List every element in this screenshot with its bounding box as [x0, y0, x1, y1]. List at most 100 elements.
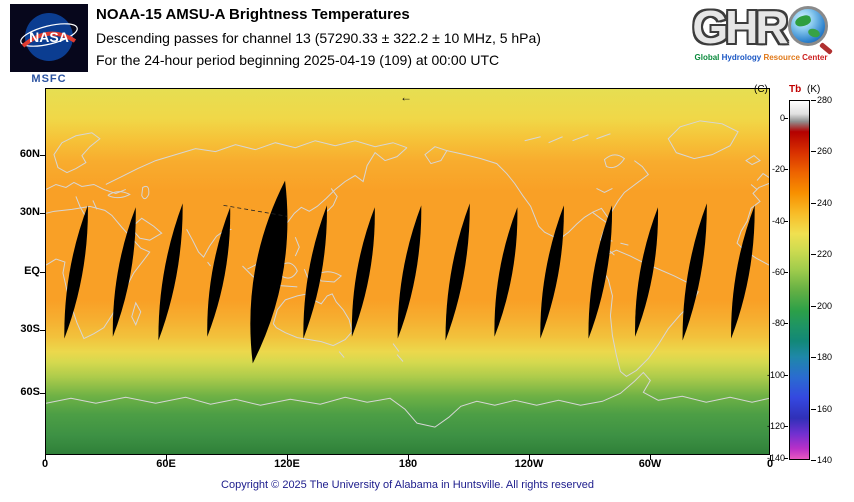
- swath-gap: [303, 205, 327, 339]
- swath-gap: [494, 207, 518, 337]
- colorbar-kelvin-unit: (K): [807, 84, 821, 95]
- colorbar-tick-c: [784, 426, 788, 427]
- x-axis-label: 60W: [638, 458, 662, 470]
- map-plot: ←: [45, 88, 770, 455]
- swath-gap: [112, 207, 136, 337]
- ghrc-tagline-word: Global: [694, 53, 720, 62]
- nasa-logo: NASA MSFC: [10, 4, 88, 85]
- colorbar-celsius-unit: (C): [754, 84, 768, 95]
- y-axis-tick: [40, 213, 45, 214]
- period-subtitle: For the 24-hour period beginning 2025-04…: [96, 52, 500, 68]
- colorbar-tick-label-k: 180: [817, 352, 833, 363]
- x-axis-tick: [770, 455, 771, 460]
- colorbar-tick-k: [811, 100, 816, 101]
- colorbar-tick-k: [811, 357, 816, 359]
- colorbar-tick-c: [784, 458, 788, 459]
- swath-gap: [635, 207, 658, 337]
- x-axis-tick: [650, 455, 651, 460]
- y-axis-tick: [40, 155, 45, 156]
- colorbar-tick-c: [784, 375, 788, 376]
- colorbar-tick-label-c: -80: [771, 318, 785, 328]
- y-axis-tick: [40, 393, 45, 394]
- y-axis-label: 60S: [20, 386, 40, 398]
- x-axis-label: 0: [766, 458, 774, 470]
- colorbar-tick-label-k: 260: [817, 146, 833, 157]
- colorbar-tick-label-c: -140: [766, 453, 785, 463]
- ghrc-letters: GHR: [692, 1, 788, 53]
- colorbar-tick-k: [811, 460, 816, 461]
- x-axis-tick: [529, 455, 530, 460]
- swath-gap: [351, 207, 375, 337]
- colorbar-tick-label-k: 220: [817, 249, 833, 260]
- swath-gap: [682, 203, 707, 341]
- swath-gap: [158, 203, 183, 341]
- nasa-meatball-icon: NASA: [20, 13, 78, 61]
- swath-gap: [445, 203, 470, 341]
- colorbar-tick-label-c: -40: [771, 216, 785, 226]
- swath-gap: [540, 205, 564, 339]
- colorbar-tick-label-k: 280: [817, 95, 833, 105]
- x-axis-label: 120E: [274, 458, 300, 470]
- y-axis-label: EQ: [24, 265, 40, 277]
- colorbar-tick-c: [784, 323, 788, 324]
- orbit-annotation-line: [223, 204, 288, 217]
- x-axis-label: 120W: [514, 458, 544, 470]
- colorbar-tick-k: [811, 254, 816, 256]
- colorbar-tick-label-c: -100: [766, 370, 785, 380]
- colorbar-tick-label-k: 200: [817, 300, 833, 311]
- y-axis-label: 30N: [19, 206, 40, 218]
- start-arrow-icon: ←: [400, 90, 412, 104]
- colorbar-tick-k: [811, 408, 816, 410]
- ghrc-tagline-word: Center: [802, 53, 828, 62]
- swath-gap: [250, 180, 288, 364]
- swath-gap: [64, 205, 88, 339]
- colorbar-tick-k: [811, 202, 816, 204]
- ghrc-globe-icon: [787, 6, 833, 55]
- x-axis-tick: [408, 455, 409, 460]
- swath-gap: [588, 205, 613, 339]
- ghrc-tagline-word: Hydrology: [721, 53, 762, 62]
- colorbar-tick-c: [784, 118, 788, 119]
- swath-gap: [397, 205, 422, 339]
- colorbar: [789, 100, 810, 460]
- colorbar-tick-c: [784, 221, 788, 222]
- copyright-footer: Copyright © 2025 The University of Alaba…: [221, 479, 594, 491]
- globe-icon: [787, 6, 828, 46]
- x-axis-label: 60E: [156, 458, 176, 470]
- colorbar-tick-label-k: 160: [817, 403, 833, 414]
- colorbar-tb-label: Tb: [789, 84, 802, 95]
- colorbar-tick-label-c: -20: [771, 164, 785, 174]
- colorbar-tick-label-c: 0: [779, 113, 785, 123]
- ghrc-tagline: Global Hydrology Resource Center: [672, 53, 850, 62]
- channel-subtitle: Descending passes for channel 13 (57290.…: [96, 30, 541, 46]
- y-axis-label: 60N: [19, 148, 40, 160]
- ghrc-logo: GHR Global Hydrology Resource Center: [672, 2, 850, 62]
- x-axis-label: 180: [398, 458, 418, 470]
- x-axis-tick: [45, 455, 46, 460]
- colorbar-tick-c: [784, 169, 788, 170]
- page-title: NOAA-15 AMSU-A Brightness Temperatures: [96, 6, 410, 23]
- swath-gap: [207, 207, 231, 337]
- colorbar-tick-label-k: 140: [817, 455, 833, 465]
- msfc-label: MSFC: [31, 73, 67, 85]
- map-canvas: [46, 120, 769, 428]
- x-axis-tick: [166, 455, 167, 460]
- y-axis-tick: [40, 272, 45, 273]
- ghrc-tagline-word: Resource: [763, 53, 800, 62]
- title-block: NOAA-15 AMSU-A Brightness Temperatures D…: [96, 6, 541, 74]
- colorbar-tick-c: [784, 272, 788, 273]
- y-axis-label: 30S: [20, 323, 40, 335]
- colorbar-tick-label-k: 240: [817, 197, 833, 208]
- swath-gaps: [64, 180, 755, 364]
- nasa-wordmark: NASA: [29, 29, 69, 45]
- colorbar-tick-k: [811, 305, 816, 307]
- ghrc-logo-row: GHR: [672, 1, 850, 55]
- y-axis-tick: [40, 330, 45, 331]
- swath-gap: [731, 205, 755, 339]
- colorbar-tick-label-c: -120: [766, 421, 785, 431]
- nasa-insignia: NASA: [10, 4, 88, 72]
- colorbar-tick-k: [811, 151, 816, 153]
- x-axis-tick: [287, 455, 288, 460]
- colorbar-tick-label-c: -60: [771, 267, 785, 277]
